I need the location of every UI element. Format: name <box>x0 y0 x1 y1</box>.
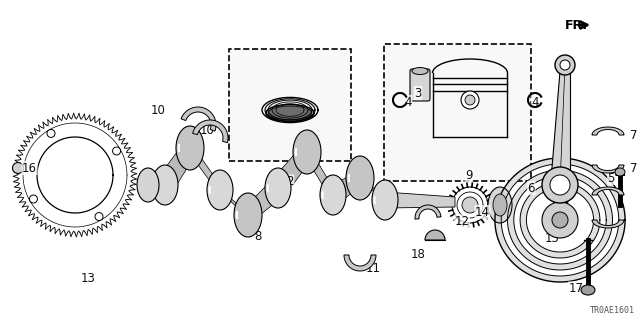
FancyBboxPatch shape <box>410 69 430 101</box>
Circle shape <box>13 163 24 173</box>
Wedge shape <box>425 230 445 240</box>
Polygon shape <box>300 148 341 201</box>
Polygon shape <box>592 165 624 173</box>
Text: 7: 7 <box>630 162 637 174</box>
Circle shape <box>550 175 570 195</box>
Text: 9: 9 <box>465 169 472 181</box>
FancyBboxPatch shape <box>229 49 351 161</box>
Ellipse shape <box>615 168 625 176</box>
Polygon shape <box>183 144 228 196</box>
Polygon shape <box>157 144 197 191</box>
Polygon shape <box>270 148 314 194</box>
Text: 13: 13 <box>81 272 95 285</box>
Ellipse shape <box>234 193 262 237</box>
FancyBboxPatch shape <box>384 44 531 181</box>
Polygon shape <box>415 205 441 219</box>
Circle shape <box>555 55 575 75</box>
Polygon shape <box>344 255 376 271</box>
Ellipse shape <box>268 106 312 120</box>
Ellipse shape <box>581 285 595 295</box>
Circle shape <box>560 60 570 70</box>
Circle shape <box>113 147 120 155</box>
Circle shape <box>542 167 578 203</box>
Text: 1: 1 <box>561 193 569 206</box>
Polygon shape <box>592 187 624 195</box>
Polygon shape <box>495 158 625 282</box>
Text: 14: 14 <box>475 205 490 219</box>
Ellipse shape <box>207 170 233 210</box>
Text: 4: 4 <box>531 95 539 108</box>
Polygon shape <box>325 174 367 201</box>
Circle shape <box>465 95 475 105</box>
Text: 11: 11 <box>365 262 381 275</box>
Text: FR.: FR. <box>565 19 588 31</box>
Ellipse shape <box>488 187 512 223</box>
Polygon shape <box>520 182 600 258</box>
Text: 6: 6 <box>527 181 535 195</box>
Polygon shape <box>385 192 455 208</box>
Ellipse shape <box>137 168 159 202</box>
Circle shape <box>47 129 55 137</box>
Ellipse shape <box>152 165 178 205</box>
Ellipse shape <box>265 168 291 208</box>
Circle shape <box>95 212 103 220</box>
Text: 10: 10 <box>200 124 215 137</box>
Polygon shape <box>592 127 624 135</box>
Text: 5: 5 <box>607 172 615 185</box>
Ellipse shape <box>176 126 204 170</box>
Polygon shape <box>550 65 570 185</box>
Circle shape <box>29 195 37 203</box>
Text: 10: 10 <box>151 103 166 116</box>
Circle shape <box>552 212 568 228</box>
Text: 7: 7 <box>630 129 637 141</box>
Ellipse shape <box>346 156 374 200</box>
Ellipse shape <box>293 130 321 174</box>
Text: TR0AE1601: TR0AE1601 <box>590 306 635 315</box>
Polygon shape <box>193 120 228 143</box>
Circle shape <box>461 91 479 109</box>
Circle shape <box>542 202 578 238</box>
Text: 15: 15 <box>545 232 559 245</box>
Text: 17: 17 <box>568 282 584 295</box>
Text: 18: 18 <box>411 248 426 261</box>
Ellipse shape <box>493 194 507 216</box>
Text: 16: 16 <box>22 162 37 174</box>
Text: 8: 8 <box>254 230 262 243</box>
Polygon shape <box>181 107 216 131</box>
Text: 2: 2 <box>286 175 294 188</box>
Ellipse shape <box>320 175 346 215</box>
Text: 4: 4 <box>404 95 412 108</box>
Ellipse shape <box>372 180 398 220</box>
Polygon shape <box>353 174 393 206</box>
Polygon shape <box>508 170 612 270</box>
Polygon shape <box>212 184 255 219</box>
Polygon shape <box>592 220 624 228</box>
Circle shape <box>462 197 478 213</box>
Text: 3: 3 <box>414 86 422 100</box>
Text: 12: 12 <box>454 215 470 228</box>
Polygon shape <box>241 182 286 219</box>
Ellipse shape <box>412 68 428 75</box>
